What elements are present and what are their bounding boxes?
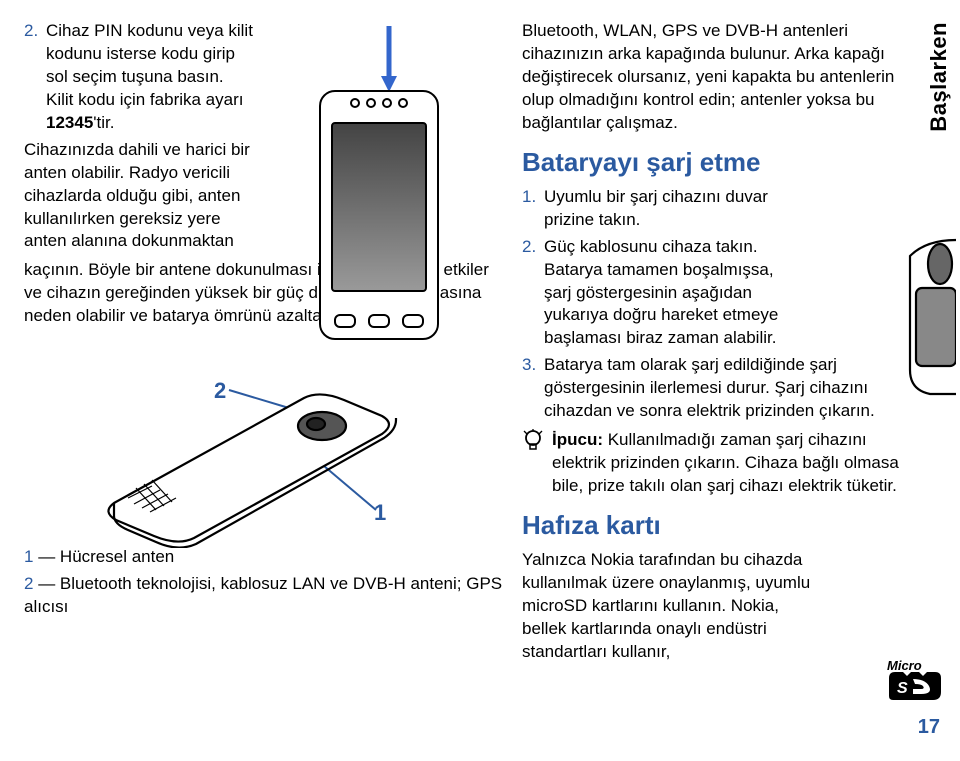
- svg-text:Micro: Micro: [887, 658, 922, 673]
- text-fragment: 'tir.: [93, 113, 114, 132]
- step-2: 2. Cihaz PIN kodunu veya kilit kodunu is…: [24, 20, 254, 135]
- legend-item-1: 1 — Hücresel anten: [24, 546, 504, 569]
- bluetooth-para: Bluetooth, WLAN, GPS ve DVB-H antenleri …: [522, 20, 910, 135]
- arrow-down-icon: [379, 24, 399, 94]
- svg-text:S: S: [897, 680, 908, 697]
- tip-block: İpucu: Kullanılmadığı zaman şarj cihazın…: [522, 429, 910, 498]
- heading-battery: Bataryayı şarj etme: [522, 145, 910, 180]
- battery-step-1: 1. Uyumlu bir şarj cihazını duvar prizin…: [522, 186, 802, 232]
- charging-illustration: [866, 230, 956, 400]
- step-text: Cihaz PIN kodunu veya kilit kodunu ister…: [46, 20, 254, 135]
- antenna-para-1: Cihazınızda dahili ve harici bir anten o…: [24, 139, 254, 254]
- legend-item-2: 2 — Bluetooth teknolojisi, kablosuz LAN …: [24, 573, 504, 619]
- left-column: 2. Cihaz PIN kodunu veya kilit kodunu is…: [24, 20, 504, 741]
- legend: 1 — Hücresel anten 2 — Bluetooth teknolo…: [24, 546, 504, 619]
- phone-front-illustration: [264, 20, 494, 380]
- phone-iso-svg: [24, 338, 484, 548]
- step-text: Güç kablosunu cihaza takın. Batarya tama…: [544, 236, 802, 351]
- legend-text: — Bluetooth teknolojisi, kablosuz LAN ve…: [24, 574, 502, 616]
- pin-code: 12345: [46, 113, 93, 132]
- legend-text: — Hücresel anten: [33, 547, 174, 566]
- battery-step-3: 3. Batarya tam olarak şarj edildiğinde ş…: [522, 354, 910, 423]
- step-text: Batarya tam olarak şarj edildiğinde şarj…: [544, 354, 910, 423]
- step-number: 3.: [522, 354, 544, 423]
- lightbulb-icon: [522, 429, 544, 451]
- page-number: 17: [918, 714, 940, 741]
- text-fragment: Cihaz PIN kodunu veya kilit kodunu ister…: [46, 21, 253, 109]
- section-tab: Başlarken: [924, 22, 954, 132]
- phone-isometric-illustration: 2 1: [24, 338, 504, 538]
- right-column: Bluetooth, WLAN, GPS ve DVB-H antenleri …: [522, 20, 910, 741]
- step-number: 1.: [522, 186, 544, 232]
- memory-card-para: Yalnızca Nokia tarafından bu cihazda kul…: [522, 549, 822, 664]
- tip-text-block: İpucu: Kullanılmadığı zaman şarj cihazın…: [552, 429, 910, 498]
- battery-step-2: 2. Güç kablosunu cihaza takın. Batarya t…: [522, 236, 802, 351]
- tip-label: İpucu:: [552, 430, 608, 449]
- step-text: Uyumlu bir şarj cihazını duvar prizine t…: [544, 186, 802, 232]
- page-columns: 2. Cihaz PIN kodunu veya kilit kodunu is…: [24, 20, 910, 741]
- step-number: 2.: [522, 236, 544, 351]
- microsd-logo: Micro S: [885, 654, 955, 711]
- step-number: 2.: [24, 20, 46, 135]
- heading-memory-card: Hafıza kartı: [522, 508, 910, 543]
